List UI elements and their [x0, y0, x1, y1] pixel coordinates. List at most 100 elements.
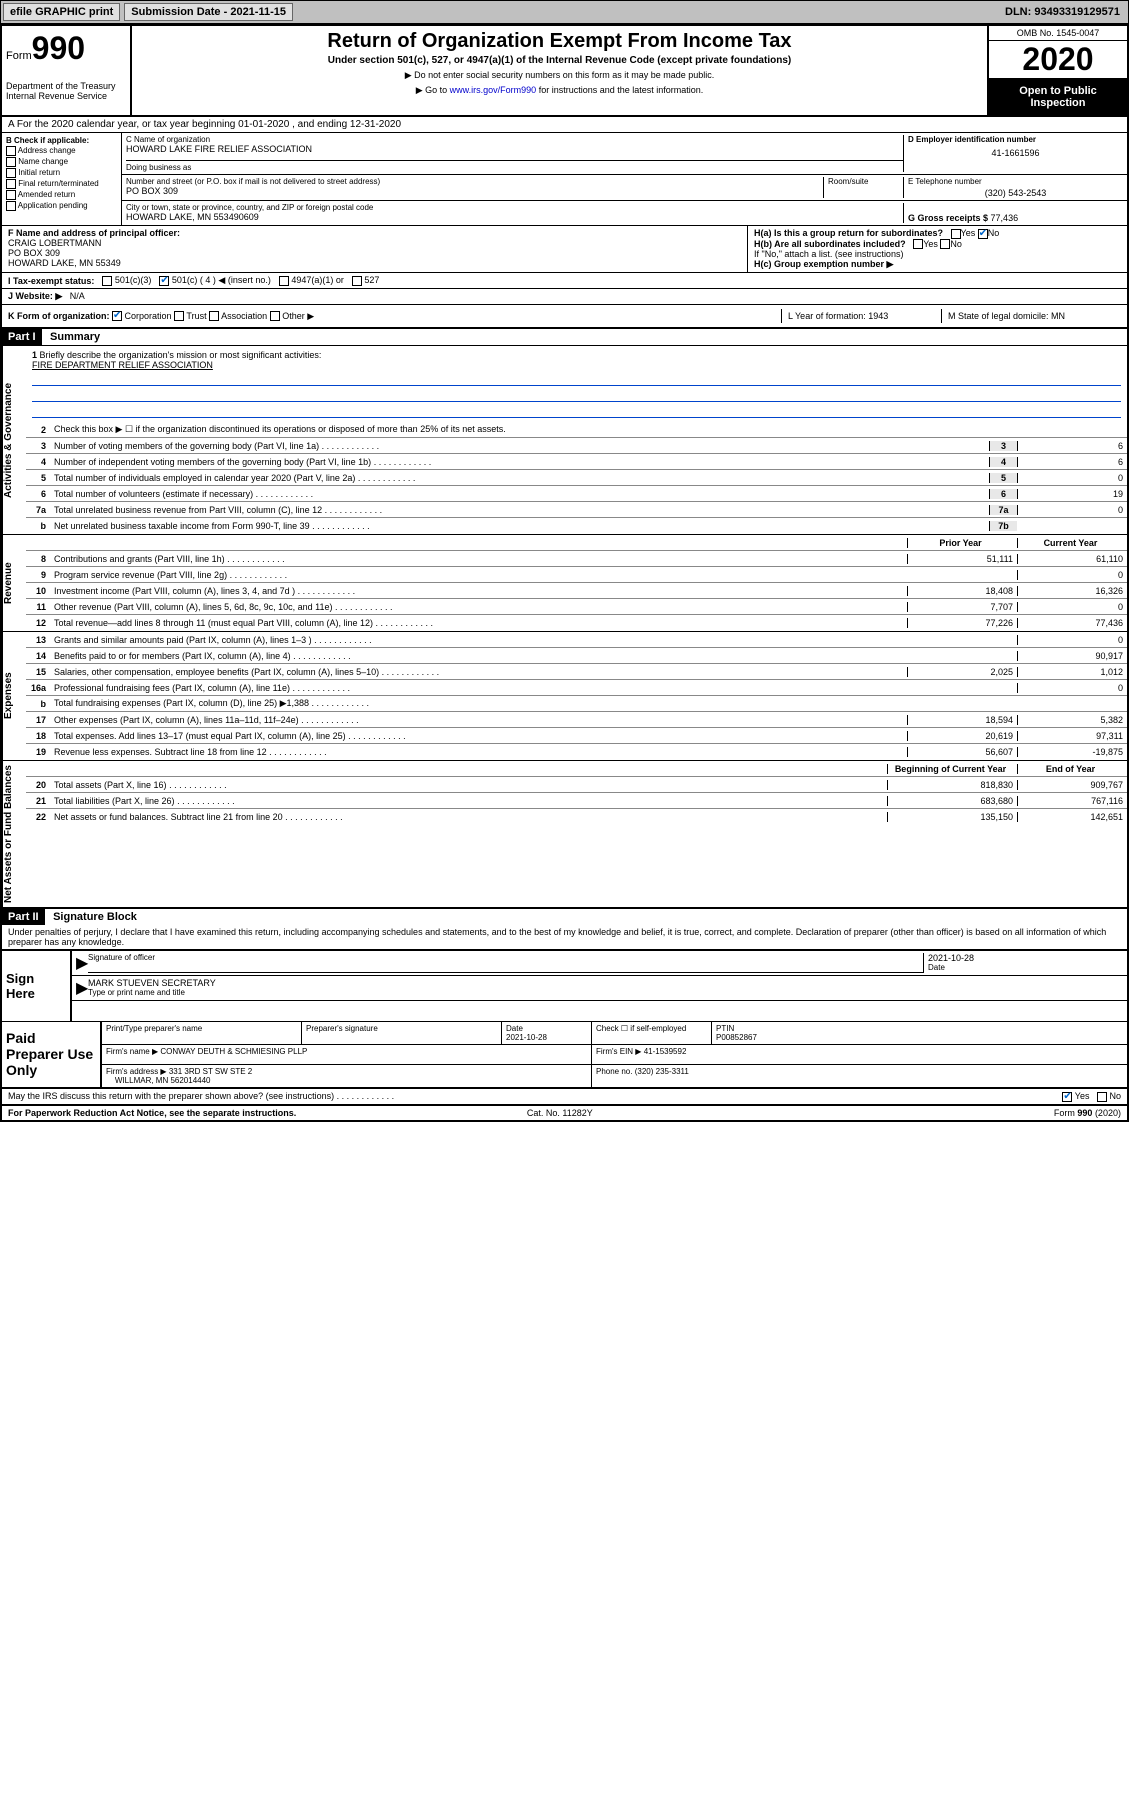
line-num: 20 — [26, 780, 50, 790]
submission-date-button[interactable]: Submission Date - 2021-11-15 — [124, 3, 293, 21]
chk-pending[interactable]: Application pending — [6, 201, 117, 211]
chk-501c[interactable]: 501(c) ( 4 ) ◀ (insert no.) — [159, 275, 270, 286]
line-text: Salaries, other compensation, employee b… — [50, 665, 907, 679]
gross-receipts: 77,436 — [991, 213, 1019, 223]
submission-date: 2021-11-15 — [230, 6, 286, 18]
line-num: 6 — [26, 489, 50, 499]
line-current: 0 — [1017, 570, 1127, 580]
chk-other[interactable]: Other ▶ — [270, 311, 314, 321]
line-text: Net unrelated business taxable income fr… — [50, 519, 989, 533]
ptin: P00852867 — [716, 1033, 757, 1042]
row-i: I Tax-exempt status: 501(c)(3) 501(c) ( … — [2, 273, 1127, 289]
line-text: Total fundraising expenses (Part IX, col… — [50, 696, 907, 711]
chk-trust[interactable]: Trust — [174, 311, 207, 321]
hb-yes[interactable] — [913, 239, 923, 249]
line-text: Total assets (Part X, line 16) — [50, 778, 887, 792]
line-prior: 56,607 — [907, 747, 1017, 757]
j-label: J Website: ▶ — [8, 291, 62, 301]
line-prior: 77,226 — [907, 618, 1017, 628]
ha-yes[interactable] — [951, 229, 961, 239]
line-cell-num: 6 — [989, 489, 1017, 499]
footer: For Paperwork Reduction Act Notice, see … — [2, 1106, 1127, 1120]
form-header: Form990 Department of the Treasury Inter… — [2, 26, 1127, 117]
chk-4947[interactable]: 4947(a)(1) or — [279, 275, 344, 286]
line-text: Other expenses (Part IX, column (A), lin… — [50, 713, 907, 727]
prep-date: 2021-10-28 — [506, 1033, 547, 1042]
table-row: b Net unrelated business taxable income … — [26, 518, 1127, 534]
line-text: Program service revenue (Part VIII, line… — [50, 568, 907, 582]
line-num: 19 — [26, 747, 50, 757]
f-label: F Name and address of principal officer: — [8, 228, 741, 238]
discuss-no[interactable] — [1097, 1092, 1107, 1102]
table-row: 20 Total assets (Part X, line 16) 818,83… — [26, 777, 1127, 793]
line-num: 13 — [26, 635, 50, 645]
table-row: 6 Total number of volunteers (estimate i… — [26, 486, 1127, 502]
paid-preparer-label: Paid Preparer Use Only — [2, 1022, 102, 1087]
chk-final-return[interactable]: Final return/terminated — [6, 179, 117, 189]
g-label: G Gross receipts $ — [908, 213, 991, 223]
submission-label: Submission Date - — [131, 6, 230, 18]
irs-link[interactable]: www.irs.gov/Form990 — [450, 85, 537, 95]
line-prior: 18,594 — [907, 715, 1017, 725]
part1-title: Summary — [44, 331, 100, 343]
form-number: Form990 — [6, 30, 126, 67]
table-row: 10 Investment income (Part VIII, column … — [26, 583, 1127, 599]
firm-label: Firm's name ▶ — [106, 1047, 158, 1056]
chk-name-change[interactable]: Name change — [6, 157, 117, 167]
line-num: 22 — [26, 812, 50, 822]
discuss-yes[interactable] — [1062, 1092, 1072, 1102]
line-text: Total expenses. Add lines 13–17 (must eq… — [50, 729, 907, 743]
no-label: No — [1109, 1091, 1121, 1101]
self-employed: Check ☐ if self-employed — [592, 1022, 712, 1044]
opt-label: Trust — [186, 311, 206, 321]
line-value: 0 — [1017, 505, 1127, 515]
line-text: Number of independent voting members of … — [50, 455, 989, 469]
chk-label: Name change — [18, 157, 68, 166]
chk-amended[interactable]: Amended return — [6, 190, 117, 200]
chk-corp[interactable]: Corporation — [112, 311, 172, 321]
hb-no[interactable] — [940, 239, 950, 249]
opt-label: 4947(a)(1) or — [291, 275, 344, 285]
line-current: 90,917 — [1017, 651, 1127, 661]
chk-501c3[interactable]: 501(c)(3) — [102, 275, 151, 286]
col-f: F Name and address of principal officer:… — [2, 226, 747, 272]
line-num: 15 — [26, 667, 50, 677]
col-m: M State of legal domicile: MN — [941, 309, 1121, 323]
table-row: 21 Total liabilities (Part X, line 26) 6… — [26, 793, 1127, 809]
footer-left: For Paperwork Reduction Act Notice, see … — [8, 1108, 296, 1118]
chk-address-change[interactable]: Address change — [6, 146, 117, 156]
line-prior: 7,707 — [907, 602, 1017, 612]
ha-text: H(a) Is this a group return for subordin… — [754, 228, 943, 238]
addr-label: Number and street (or P.O. box if mail i… — [126, 177, 823, 186]
date-label: Date — [928, 963, 1123, 972]
net-header: Beginning of Current Year End of Year — [26, 761, 1127, 777]
officer-name: CRAIG LOBERTMANN — [8, 238, 741, 248]
department: Department of the Treasury Internal Reve… — [6, 81, 126, 101]
room-label: Room/suite — [823, 177, 903, 198]
line-prior: 18,408 — [907, 586, 1017, 596]
org-city: HOWARD LAKE, MN 553490609 — [126, 212, 903, 222]
line1-mission: 1 Briefly describe the organization's mi… — [26, 346, 1127, 422]
efile-print-button[interactable]: efile GRAPHIC print — [3, 3, 120, 21]
line-text: Investment income (Part VIII, column (A)… — [50, 584, 907, 598]
line-text: Contributions and grants (Part VIII, lin… — [50, 552, 907, 566]
telephone: (320) 543-2543 — [908, 186, 1123, 198]
topbar: efile GRAPHIC print Submission Date - 20… — [0, 0, 1129, 24]
sidebar-governance: Activities & Governance — [2, 346, 26, 534]
addr-row: Number and street (or P.O. box if mail i… — [122, 175, 1127, 201]
line-current: 142,651 — [1017, 812, 1127, 822]
chk-initial-return[interactable]: Initial return — [6, 168, 117, 178]
line-num: 8 — [26, 554, 50, 564]
chk-assoc[interactable]: Association — [209, 311, 267, 321]
prep-name-label: Print/Type preparer's name — [102, 1022, 302, 1044]
yes-label: Yes — [1075, 1091, 1090, 1101]
officer-printed-name: MARK STUEVEN SECRETARY — [88, 978, 1123, 988]
chk-527[interactable]: 527 — [352, 275, 380, 286]
e-label: E Telephone number — [908, 177, 1123, 186]
name-row: C Name of organization HOWARD LAKE FIRE … — [122, 133, 1127, 175]
line-text: Total revenue—add lines 8 through 11 (mu… — [50, 616, 907, 630]
org-name: HOWARD LAKE FIRE RELIEF ASSOCIATION — [126, 144, 903, 154]
part1-badge: Part I — [2, 329, 42, 345]
line-num: 14 — [26, 651, 50, 661]
ha-no[interactable] — [978, 229, 988, 239]
